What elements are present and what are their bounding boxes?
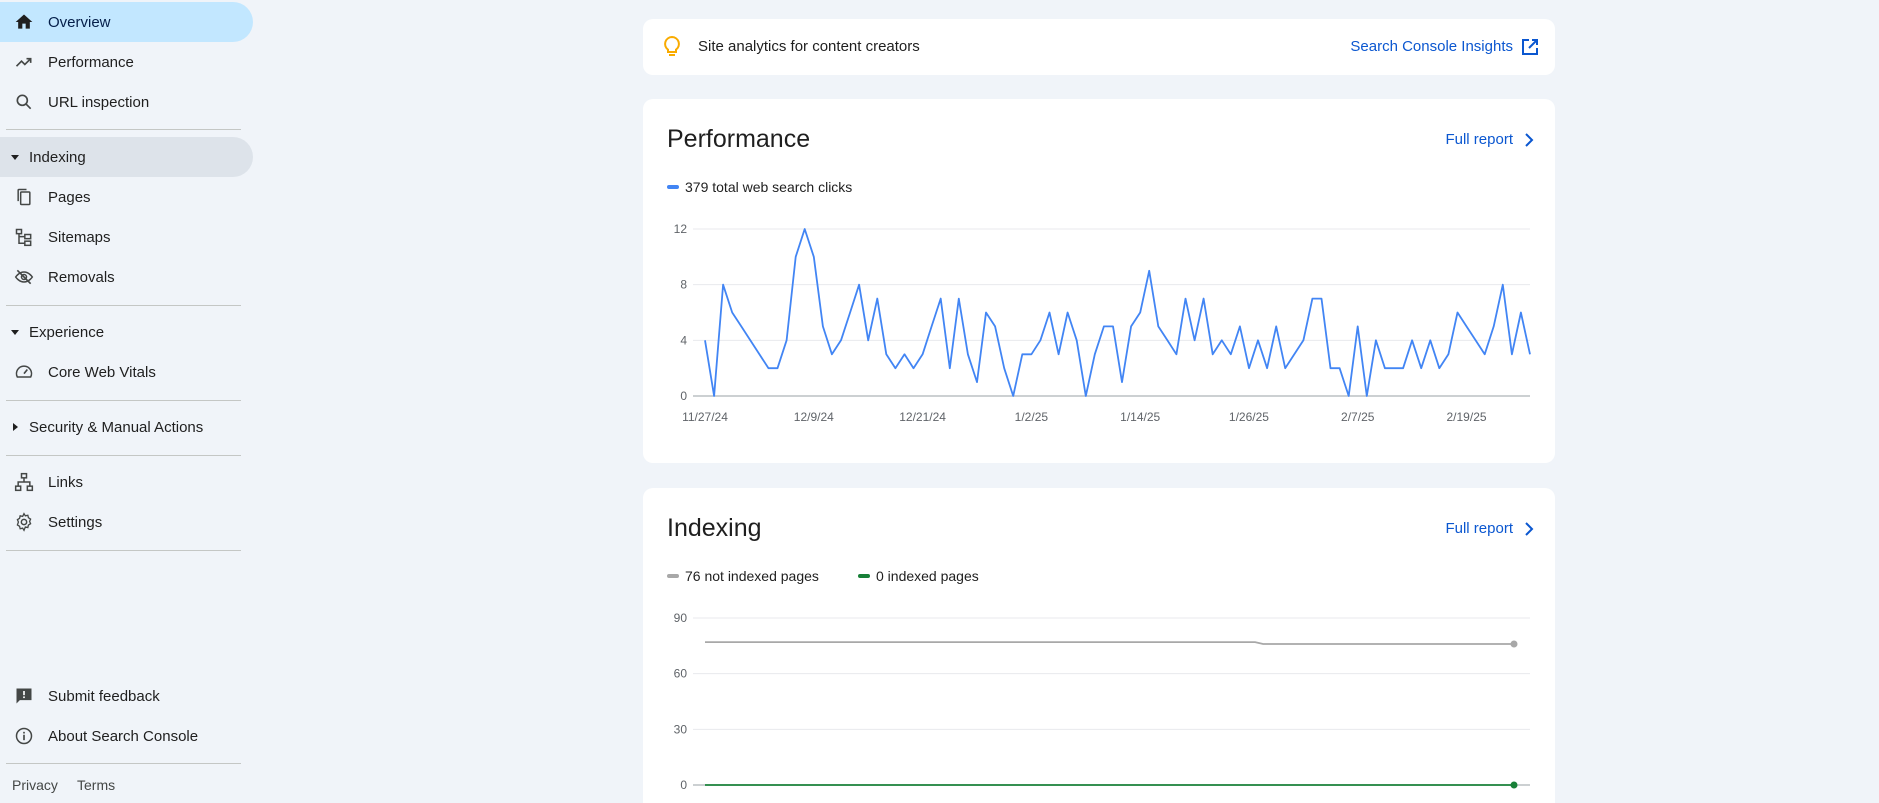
x-tick-label: 1/2/25: [1015, 410, 1049, 424]
x-tick-label: 1/14/25: [1120, 410, 1160, 424]
y-tick-label: 8: [680, 278, 687, 292]
sidebar-divider: [6, 305, 241, 306]
sidebar-divider: [6, 455, 241, 456]
caret-down-icon: [11, 330, 19, 335]
sidebar-item-label: URL inspection: [48, 93, 150, 111]
speedometer-icon: [15, 365, 33, 378]
y-tick-label: 60: [674, 667, 688, 681]
sidebar-item-label: Core Web Vitals: [48, 363, 156, 381]
performance-line-chart: 0 4 8 12 11/27/24 12/9/24 12/21/24 1/2/25 1/14/2…: [674, 222, 1531, 424]
indexing-card: Indexing Full report 76 not indexed page…: [643, 488, 1555, 803]
sidebar-item-pages[interactable]: Pages: [0, 177, 253, 217]
privacy-link[interactable]: Privacy: [12, 777, 58, 793]
sidebar-item-label: Submit feedback: [48, 687, 160, 705]
performance-full-report-link[interactable]: Full report: [1445, 131, 1513, 148]
sidebar-item-label: Removals: [48, 268, 115, 286]
lightbulb-icon: [664, 35, 680, 56]
sidebar-section-label: Security & Manual Actions: [29, 418, 204, 436]
y-tick-label: 30: [674, 722, 688, 736]
series-line-not-indexed: [705, 641, 1514, 645]
sidebar-item-settings[interactable]: Settings: [0, 502, 253, 542]
sidebar-item-label: Sitemaps: [48, 228, 111, 246]
eye-off-icon: [14, 269, 34, 285]
sidebar-item-url-inspection[interactable]: URL inspection: [0, 82, 253, 122]
sidebar-divider: [6, 763, 241, 764]
sidebar-item-label: Settings: [48, 513, 103, 531]
sidebar-item-submit-feedback[interactable]: Submit feedback: [0, 676, 253, 716]
series-line-clicks: [704, 228, 1531, 397]
sidebar-divider: [6, 400, 241, 401]
indexing-legend-indexed: 0 indexed pages: [858, 568, 979, 584]
sidebar-item-core-web-vitals[interactable]: Core Web Vitals: [0, 352, 253, 392]
y-tick-label: 12: [674, 222, 688, 236]
sidebar-item-overview[interactable]: Overview: [0, 2, 253, 42]
series-endpoint-not-indexed: [1510, 640, 1518, 648]
trending-up-icon: [15, 57, 32, 67]
search-console-insights-link[interactable]: Search Console Insights: [1350, 38, 1513, 55]
sidebar-nav: Overview Performance URL inspection Inde…: [0, 0, 255, 803]
sidebar-item-removals[interactable]: Removals: [0, 257, 253, 297]
sidebar-divider: [6, 129, 241, 130]
y-tick-label: 0: [680, 778, 687, 792]
series-endpoint-indexed: [1510, 781, 1518, 789]
chevron-right-icon[interactable]: [1521, 520, 1537, 538]
sidebar-item-label: Overview: [48, 13, 111, 31]
insights-banner: Site analytics for content creators Sear…: [643, 19, 1555, 75]
open-in-new-icon[interactable]: [1521, 38, 1539, 56]
sidebar-divider: [6, 550, 241, 551]
performance-legend: 379 total web search clicks: [667, 179, 852, 195]
sitemap-icon: [15, 228, 32, 247]
performance-title: Performance: [667, 125, 811, 153]
banner-text: Site analytics for content creators: [698, 38, 920, 55]
indexing-legend-not-indexed: 76 not indexed pages: [667, 568, 819, 584]
sidebar-item-label: Pages: [48, 188, 91, 206]
y-tick-label: 90: [674, 611, 688, 625]
legend-label: 0 indexed pages: [876, 568, 979, 584]
y-tick-label: 4: [680, 333, 687, 347]
legend-swatch: [667, 185, 679, 189]
sidebar-section-indexing[interactable]: Indexing: [0, 137, 253, 177]
caret-down-icon: [11, 155, 19, 160]
sidebar-item-label: Performance: [48, 53, 134, 71]
x-tick-label: 2/19/25: [1447, 410, 1487, 424]
sidebar-item-about[interactable]: About Search Console: [0, 716, 253, 756]
indexing-title: Indexing: [667, 514, 762, 542]
sidebar-item-sitemaps[interactable]: Sitemaps: [0, 217, 253, 257]
x-tick-label: 12/9/24: [794, 410, 834, 424]
links-icon: [14, 472, 34, 492]
info-icon: [15, 727, 33, 745]
sidebar-item-label: Links: [48, 473, 84, 491]
home-icon: [15, 14, 33, 29]
sidebar-item-performance[interactable]: Performance: [0, 42, 253, 82]
sidebar-section-experience[interactable]: Experience: [0, 312, 253, 352]
chevron-right-icon[interactable]: [1521, 131, 1537, 149]
legend-label: 379 total web search clicks: [685, 179, 853, 195]
x-tick-label: 12/21/24: [899, 410, 946, 424]
x-tick-label: 1/26/25: [1229, 410, 1269, 424]
sidebar-section-security[interactable]: Security & Manual Actions: [0, 407, 253, 447]
feedback-icon: [16, 688, 32, 704]
x-tick-label: 2/7/25: [1341, 410, 1375, 424]
legend-swatch: [667, 574, 679, 578]
terms-link[interactable]: Terms: [77, 777, 116, 793]
performance-card: Performance Full report 379 total web se…: [643, 99, 1555, 463]
sidebar-section-label: Indexing: [29, 148, 86, 166]
x-tick-label: 11/27/24: [682, 410, 728, 424]
caret-right-icon: [13, 423, 18, 431]
gear-icon: [16, 512, 32, 532]
sidebar-item-links[interactable]: Links: [0, 462, 253, 502]
pages-icon: [17, 188, 31, 206]
legend-swatch: [858, 574, 870, 578]
search-icon: [16, 94, 32, 110]
indexing-line-chart: 0 30 60 90: [674, 611, 1530, 792]
legend-label: 76 not indexed pages: [685, 568, 819, 584]
sidebar-item-label: About Search Console: [48, 727, 199, 745]
indexing-full-report-link[interactable]: Full report: [1445, 520, 1513, 537]
y-tick-label: 0: [680, 389, 687, 403]
sidebar-section-label: Experience: [29, 323, 105, 341]
